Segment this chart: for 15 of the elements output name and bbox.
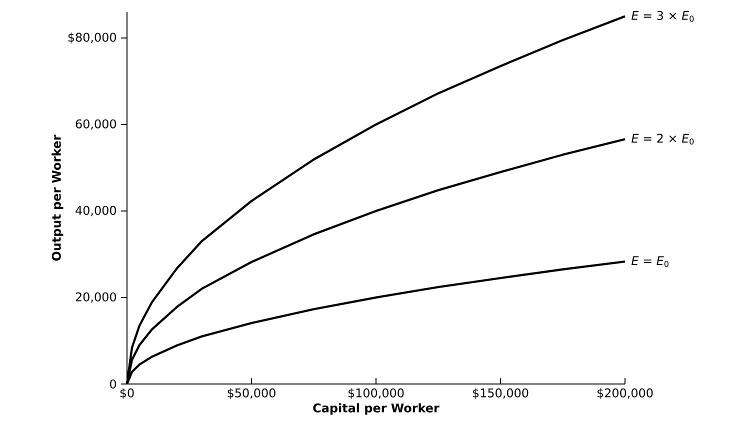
y-tick-label: $80,000 xyxy=(68,32,116,44)
x-tick-label: $150,000 xyxy=(472,388,528,400)
y-tick-label: 20,000 xyxy=(76,292,116,303)
x-tick-label: $0 xyxy=(120,388,134,400)
series-label: E = E$_{0}$ xyxy=(632,256,668,267)
x-tick-label: $200,000 xyxy=(597,388,653,400)
x-tick-label: $100,000 xyxy=(348,388,404,400)
y-tick-label: 40,000 xyxy=(76,206,116,216)
series-label: E = 2 × E$_{0}$ xyxy=(632,134,694,145)
y-tick-label: 0 xyxy=(110,379,116,389)
x-axis-title: Capital per Worker xyxy=(313,403,440,415)
y-tick-label: 60,000 xyxy=(76,119,116,130)
series-label: E = 3 × E$_{0}$ xyxy=(632,10,694,22)
x-tick-label: $50,000 xyxy=(228,388,276,400)
y-axis-title: Output per Worker xyxy=(52,134,64,261)
